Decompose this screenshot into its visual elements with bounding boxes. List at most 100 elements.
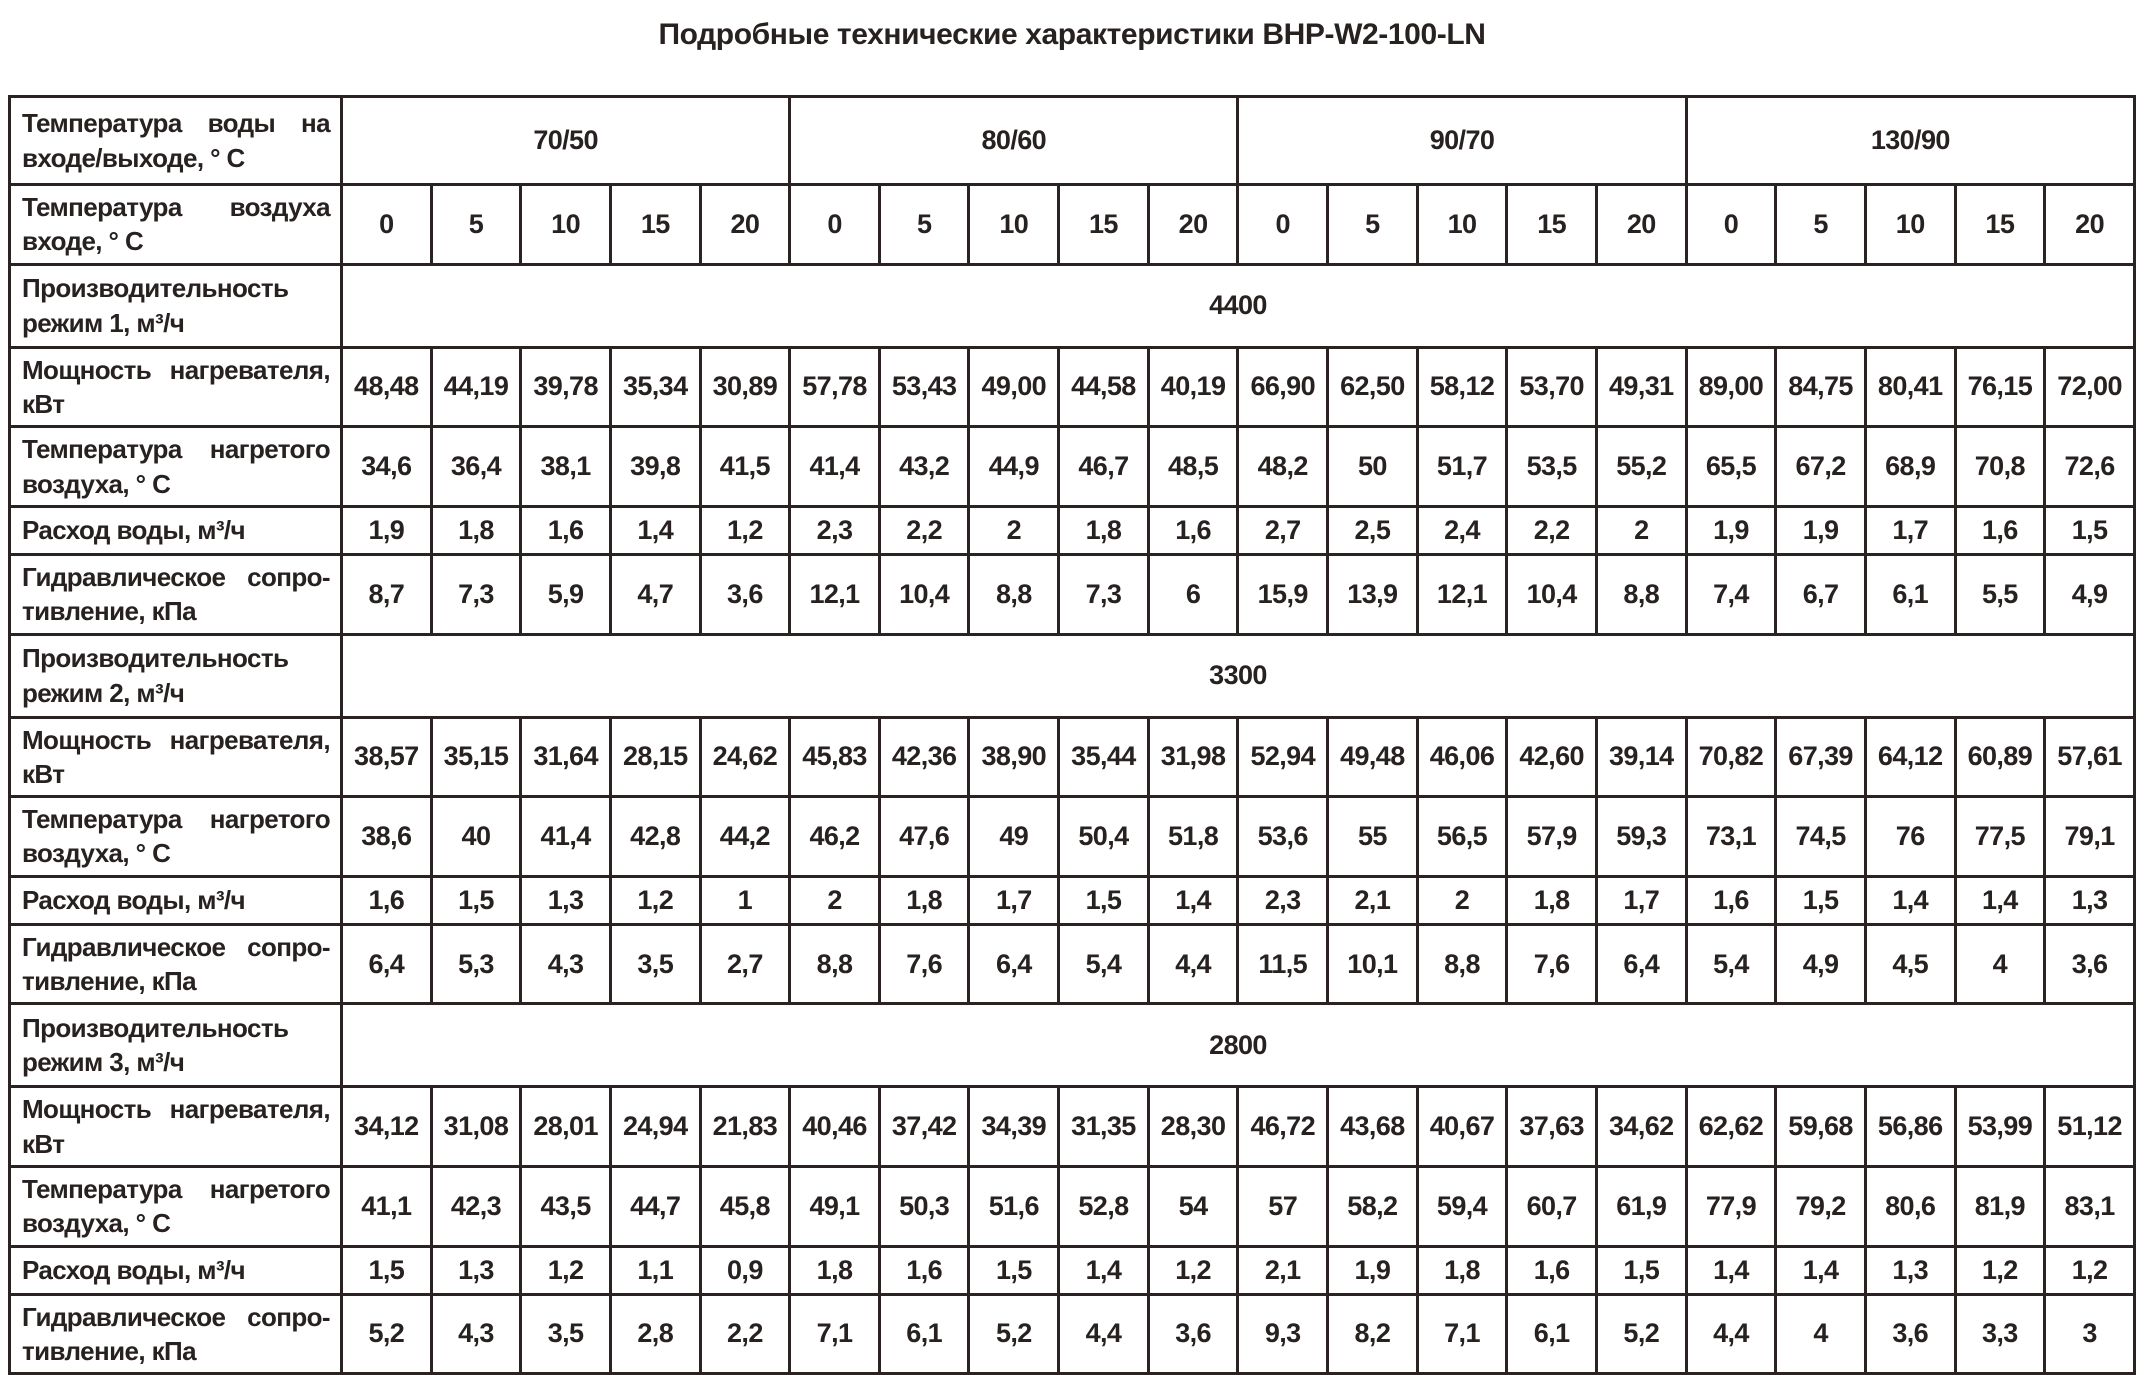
value-cell: 10,1 [1326, 922, 1419, 1006]
row-label-cell: Температура нагретого воздуха, ° С [8, 795, 343, 878]
value-cell: 1,8 [877, 874, 971, 926]
value-cell: 1,4 [1146, 874, 1240, 926]
value-cell: 39,8 [608, 425, 702, 508]
value-cell: 3,5 [608, 922, 702, 1006]
value-cell: 48,5 [1146, 425, 1240, 508]
data-row: Мощность нагревателя, кВт 48,48 44,19 39,78… [8, 345, 2136, 429]
value-cell: 3,5 [519, 1292, 612, 1375]
value-cell: 49 [967, 795, 1061, 878]
air-temp-cell: 5 [429, 183, 523, 266]
row-label-cell: Гидравлическое сопро-тивление, кПа [8, 922, 343, 1006]
value-cell: 6,4 [967, 922, 1061, 1006]
data-row: Расход воды, м³/ч 1,9 1,8 1,6 1,4 1,2 2,3 2,2 2 1… [8, 504, 2136, 556]
value-cell: 8,7 [340, 552, 433, 636]
value-cell: 80,41 [1863, 345, 1957, 429]
value-cell: 42,8 [608, 795, 702, 878]
value-cell: 7,1 [1415, 1292, 1509, 1375]
value-cell: 5,4 [1057, 922, 1150, 1006]
value-cell: 38,6 [340, 795, 433, 878]
value-cell: 53,99 [1953, 1085, 2047, 1168]
value-cell: 7,6 [1505, 922, 1598, 1006]
value-cell: 1,2 [2043, 1244, 2136, 1296]
value-cell: 34,39 [967, 1085, 1061, 1168]
value-cell: 4,4 [1684, 1292, 1778, 1375]
value-cell: 84,75 [1774, 345, 1867, 429]
capacity-value-cell: 3300 [340, 632, 2136, 719]
capacity-row: Производительность режим 1, м³/ч 4400 [8, 262, 2136, 349]
capacity-row: Производительность режим 3, м³/ч 2800 [8, 1002, 2136, 1089]
air-temp-cell: 0 [788, 183, 881, 266]
value-cell: 57 [1236, 1165, 1330, 1248]
capacity-label-cell: Производительность режим 3, м³/ч [8, 1002, 343, 1089]
value-cell: 1,2 [608, 874, 702, 926]
data-row: Гидравлическое сопро-тивление, кПа 5,2 4,3… [8, 1292, 2136, 1375]
value-cell: 34,6 [340, 425, 433, 508]
value-cell: 57,9 [1505, 795, 1598, 878]
air-temp-cell: 5 [877, 183, 971, 266]
value-cell: 5,2 [967, 1292, 1061, 1375]
value-cell: 1,6 [1505, 1244, 1598, 1296]
air-temp-cell: 10 [519, 183, 612, 266]
value-cell: 1,5 [967, 1244, 1061, 1296]
air-temp-cell: 5 [1326, 183, 1419, 266]
value-cell: 51,7 [1415, 425, 1509, 508]
value-cell: 48,48 [340, 345, 433, 429]
air-temp-cell: 10 [1863, 183, 1957, 266]
value-cell: 0,9 [698, 1244, 792, 1296]
value-cell: 6,7 [1774, 552, 1867, 636]
air-temp-cell: 0 [1684, 183, 1778, 266]
value-cell: 38,57 [340, 715, 433, 799]
value-cell: 83,1 [2043, 1165, 2136, 1248]
value-cell: 44,58 [1057, 345, 1150, 429]
value-cell: 3,6 [2043, 922, 2136, 1006]
value-cell: 67,39 [1774, 715, 1867, 799]
value-cell: 41,4 [519, 795, 612, 878]
value-cell: 1,7 [1863, 504, 1957, 556]
value-cell: 6,4 [1594, 922, 1688, 1006]
data-row: Температура нагретого воздуха, ° С 41,1 42… [8, 1165, 2136, 1248]
value-cell: 79,1 [2043, 795, 2136, 878]
value-cell: 73,1 [1684, 795, 1778, 878]
data-row: Расход воды, м³/ч 1,5 1,3 1,2 1,1 0,9 1,8 1,6 1,… [8, 1244, 2136, 1296]
value-cell: 2 [967, 504, 1061, 556]
value-cell: 52,94 [1236, 715, 1330, 799]
value-cell: 2,4 [1415, 504, 1509, 556]
value-cell: 1,4 [1863, 874, 1957, 926]
row-label-cell: Гидравлическое сопро-тивление, кПа [8, 1292, 343, 1375]
row-label-cell: Мощность нагревателя, кВт [8, 345, 343, 429]
value-cell: 70,8 [1953, 425, 2047, 508]
value-cell: 2,3 [1236, 874, 1330, 926]
group-header-cell: 130/90 [1684, 95, 2137, 186]
value-cell: 41,5 [698, 425, 792, 508]
value-cell: 35,44 [1057, 715, 1150, 799]
value-cell: 1,6 [340, 874, 433, 926]
value-cell: 5,2 [340, 1292, 433, 1375]
value-cell: 40,67 [1415, 1085, 1509, 1168]
value-cell: 31,98 [1146, 715, 1240, 799]
value-cell: 47,6 [877, 795, 971, 878]
value-cell: 2,8 [608, 1292, 702, 1375]
air-temp-cell: 20 [1146, 183, 1240, 266]
value-cell: 35,34 [608, 345, 702, 429]
value-cell: 35,15 [429, 715, 523, 799]
value-cell: 28,15 [608, 715, 702, 799]
value-cell: 2,7 [1236, 504, 1330, 556]
value-cell: 4,3 [429, 1292, 523, 1375]
value-cell: 2,3 [788, 504, 881, 556]
value-cell: 1,6 [877, 1244, 971, 1296]
value-cell: 58,2 [1326, 1165, 1419, 1248]
value-cell: 46,72 [1236, 1085, 1330, 1168]
air-temp-cell: 10 [1415, 183, 1509, 266]
value-cell: 3,3 [1953, 1292, 2047, 1375]
value-cell: 6 [1146, 552, 1240, 636]
value-cell: 37,63 [1505, 1085, 1598, 1168]
air-temp-cell: 0 [1236, 183, 1330, 266]
air-temp-cell: 15 [1505, 183, 1598, 266]
group-header-cell: 70/50 [339, 95, 792, 186]
value-cell: 41,4 [788, 425, 881, 508]
row-label-cell: Расход воды, м³/ч [8, 504, 343, 556]
value-cell: 50,3 [877, 1165, 971, 1248]
value-cell: 5,4 [1684, 922, 1778, 1006]
value-cell: 44,7 [608, 1165, 702, 1248]
group-header-cell: 80/60 [788, 95, 1240, 186]
